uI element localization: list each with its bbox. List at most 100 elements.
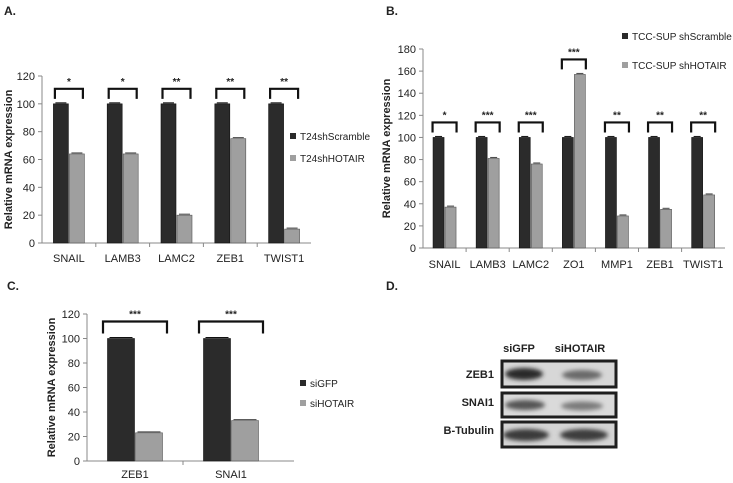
x-tick-label: TWIST1 xyxy=(264,253,304,265)
y-tick-label: 140 xyxy=(398,88,416,100)
significance-label: *** xyxy=(129,310,141,321)
y-tick-label: 80 xyxy=(23,127,35,139)
x-tick-label: ZEB1 xyxy=(646,259,674,271)
significance-label: ** xyxy=(173,77,181,88)
blot-strip-3 xyxy=(500,420,618,449)
y-tick-label: 60 xyxy=(68,383,80,395)
significance-label: *** xyxy=(525,110,537,121)
blot-strip-1 xyxy=(500,359,618,389)
y-tick-label: 40 xyxy=(68,407,80,419)
bar-treatment xyxy=(231,420,259,462)
y-tick-label: 100 xyxy=(398,132,416,144)
y-tick-label: 0 xyxy=(29,238,35,250)
blot-lane-label-1: siGFP xyxy=(503,343,535,355)
y-tick-label: 120 xyxy=(62,309,80,321)
western-blot: siGFP siHOTAIR ZEB1 SNAI1 B-Tubulin xyxy=(444,343,618,449)
significance-label: ** xyxy=(613,110,621,121)
y-tick-label: 60 xyxy=(404,177,416,189)
blot-row-label-1: ZEB1 xyxy=(466,369,494,381)
y-tick-label: 20 xyxy=(23,210,35,222)
bar-treatment xyxy=(703,194,715,249)
blot-row-label-2: SNAI1 xyxy=(462,397,494,409)
legend-label: siHOTAIR xyxy=(310,399,354,410)
significance-bracket xyxy=(161,87,192,99)
bar-control xyxy=(107,338,135,462)
y-axis-title: Relative mRNA expression xyxy=(381,78,393,218)
y-tick-label: 160 xyxy=(398,66,416,78)
significance-label: ** xyxy=(656,110,664,121)
y-tick-label: 20 xyxy=(404,221,416,233)
legend-label: T24shHOTAIR xyxy=(300,154,365,165)
legend-swatch xyxy=(290,155,296,161)
y-tick-label: 120 xyxy=(398,110,416,122)
bar-control xyxy=(160,103,177,244)
bar-control xyxy=(106,103,123,244)
bar-control xyxy=(605,137,617,249)
significance-bracket xyxy=(603,121,631,133)
x-tick-label: LAMC2 xyxy=(512,259,549,271)
panel-d-label: D. xyxy=(386,279,398,293)
y-tick-label: 40 xyxy=(23,182,35,194)
y-tick-label: 0 xyxy=(74,456,80,468)
significance-bracket xyxy=(197,320,265,334)
bar-treatment xyxy=(284,228,300,244)
y-tick-label: 60 xyxy=(23,155,35,167)
legend-label: siGFP xyxy=(310,379,338,390)
bar-control xyxy=(203,338,231,462)
significance-label: *** xyxy=(568,47,580,58)
significance-bracket xyxy=(101,320,169,334)
legend-label: TCC-SUP shHOTAIR xyxy=(632,61,727,72)
significance-bracket xyxy=(690,121,717,133)
significance-bracket xyxy=(269,87,300,99)
y-tick-label: 80 xyxy=(404,155,416,167)
bar-control xyxy=(53,103,69,244)
significance-bracket xyxy=(215,87,246,99)
bar-treatment xyxy=(660,209,672,249)
significance-label: ** xyxy=(226,77,234,88)
y-tick-label: 120 xyxy=(17,71,35,83)
significance-bracket xyxy=(431,121,458,133)
significance-label: *** xyxy=(225,310,237,321)
bar-control xyxy=(518,137,531,249)
bar-control xyxy=(475,137,488,249)
bar-control xyxy=(268,103,284,244)
x-tick-label: SNAIL xyxy=(429,259,461,271)
x-tick-label: ZEB1 xyxy=(121,469,149,481)
bar-treatment xyxy=(135,432,163,462)
chart-b: 0 20 40 60 80 100 120 140 160 180 Relative mRNA ex… xyxy=(381,32,732,271)
legend-swatch xyxy=(622,62,628,68)
y-tick-label: 40 xyxy=(404,199,416,211)
blot-lane-label-2: siHOTAIR xyxy=(555,343,606,355)
bar-control xyxy=(648,137,660,249)
y-axis-title: Relative mRNA expression xyxy=(46,317,58,457)
bar-treatment xyxy=(574,74,586,249)
chart-c: 0 20 40 60 80 100 120 Relative mRNA expression *… xyxy=(46,309,354,481)
bar-control xyxy=(432,137,445,249)
significance-bracket xyxy=(53,87,84,99)
significance-label: *** xyxy=(482,110,494,121)
significance-label: * xyxy=(443,110,447,121)
y-tick-label: 100 xyxy=(62,334,80,346)
blot-row-label-3: B-Tubulin xyxy=(444,425,495,437)
significance-bracket xyxy=(517,121,544,133)
significance-label: * xyxy=(67,77,71,88)
significance-label: ** xyxy=(699,110,707,121)
x-tick-label: TWIST1 xyxy=(683,259,723,271)
bar-control xyxy=(691,137,703,249)
x-tick-label: ZEB1 xyxy=(217,253,245,265)
bar-treatment xyxy=(487,158,500,249)
x-tick-label: SNAIL xyxy=(53,253,85,265)
x-tick-label: LAMC2 xyxy=(158,253,195,265)
legend-swatch xyxy=(622,33,628,39)
x-tick-label: ZO1 xyxy=(563,259,584,271)
significance-label: ** xyxy=(280,77,288,88)
bar-treatment xyxy=(444,206,457,249)
bar-treatment xyxy=(176,214,193,244)
panel-a-label: A. xyxy=(4,4,16,18)
y-tick-label: 20 xyxy=(68,432,80,444)
significance-bracket xyxy=(107,87,138,99)
legend-label: T24shScramble xyxy=(300,132,370,143)
y-tick-label: 0 xyxy=(410,243,416,255)
bar-treatment xyxy=(530,163,543,249)
